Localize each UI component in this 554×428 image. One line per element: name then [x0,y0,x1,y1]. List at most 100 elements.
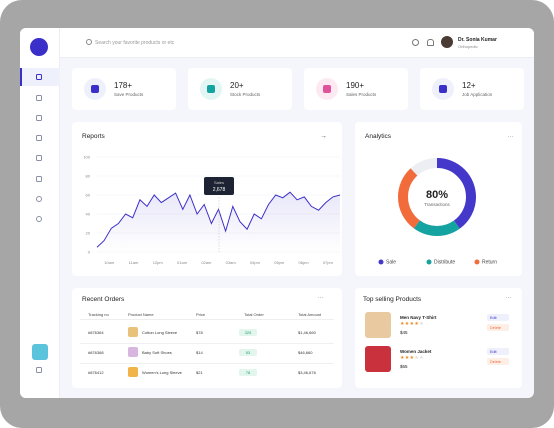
x-tick-label: 02am [201,260,212,265]
more-icon: … [317,293,324,300]
row-divider [80,363,334,364]
star: ★ [400,355,405,361]
star: ★ [404,321,410,327]
stat-label: Job Application [462,92,493,97]
stat-icon [439,85,447,93]
avatar[interactable] [32,344,48,360]
product-image [365,346,391,372]
bell-icon[interactable] [427,39,434,46]
star: ★ [419,321,424,327]
product-name: Cotton Long Sleeve [142,330,178,335]
star: ★ [409,355,415,361]
screen: Search your favorite products or etc Dr.… [20,28,534,398]
legend-label: Sale [386,260,396,266]
sidebar [20,28,60,398]
donut-segment [398,158,476,236]
order-pill: 325 [239,329,257,336]
order-pill: 53 [239,349,257,356]
line [96,191,341,248]
y-tick-label: 100 [83,155,90,160]
tooltip-label: Sales [214,180,224,185]
card-title: Reports [82,133,106,140]
rating: ★★★★★ [400,321,424,327]
column-header: Tracking no [88,312,109,317]
product-image [365,312,391,338]
card-title: Analytics [365,133,392,140]
x-tick-label: 01am [177,260,188,265]
user-role: Orthopedic [458,44,478,49]
stat-value: 178+ [114,81,133,90]
star: ★ [414,321,420,327]
stat-label: Sales Products [346,92,377,97]
cell: #876368 [88,350,104,355]
y-tick-label: 60 [86,193,91,198]
stat-icon [91,85,99,93]
product-name: Women's Long Sleeve [142,370,182,375]
delete-button[interactable]: Delete [487,358,509,365]
edit-button[interactable]: Edit [487,348,509,355]
star: ★ [404,355,410,361]
legend-dot [426,259,432,265]
tooltip [204,177,234,195]
stat-card: 20+ Stock Products [188,68,292,110]
column-header: Product Name [128,312,154,317]
user-avatar[interactable] [441,36,453,48]
nav-icon[interactable] [36,176,42,182]
product-name: Baby Soft Shoes [142,350,172,355]
x-tick-label: 06pm [299,260,310,265]
cell: $21 [196,370,203,375]
logo [30,38,48,56]
table-header-bg [80,308,334,320]
column-header: Price [196,312,206,317]
area [97,192,340,252]
nav-icon[interactable] [36,216,42,222]
product-name: Women Jacket [400,349,432,354]
center-label: Transactions [424,202,450,207]
x-tick-label: 10am [104,260,115,265]
more-icon: … [507,132,514,139]
top-bar: Search your favorite products or etc Dr.… [60,28,534,58]
legend-dot [378,259,384,265]
x-tick-label: 07pm [323,260,334,265]
edit-button[interactable]: Edit [487,314,509,321]
row-divider [80,343,334,344]
nav-icon[interactable] [36,196,42,202]
x-tick-label: 04pm [250,260,261,265]
help-icon[interactable] [412,39,419,46]
product-thumb [128,327,138,337]
reports-chart: Reports → 0 20 40 60 80 100 10am 11am 12pm 01am 02am… [82,133,341,265]
cell: #876364 [88,330,104,335]
nav-active[interactable] [20,68,60,86]
y-tick-label: 40 [86,212,91,217]
x-tick-label: 11am [129,260,139,265]
stat-label: Stock Products [230,92,261,97]
x-tick-label: 12pm [153,260,164,265]
cell: $78 [196,330,203,335]
y-tick-label: 20 [86,231,91,236]
cell: $14 [196,350,203,355]
donut-segment [398,158,476,236]
donut-segment [398,158,476,236]
more-icon: → [320,133,327,140]
nav-icon[interactable] [36,115,42,121]
logout-icon[interactable] [36,367,42,373]
nav-icon[interactable] [36,135,42,141]
y-tick-label: 80 [86,174,91,179]
stat-value: 20+ [230,81,244,90]
stat-card: 178+ Save Products [72,68,176,110]
nav-icon[interactable] [36,74,42,80]
product-thumb [128,367,138,377]
delete-button[interactable]: Delete [487,324,509,331]
nav-icon[interactable] [36,95,42,101]
cell: $3,46,676 [298,370,316,375]
nav-icon[interactable] [36,155,42,161]
stat-value: 190+ [346,81,365,90]
top-selling-card: Top selling Products… Men Navy T-Shirt ★★★… [355,288,522,388]
x-tick-label: 03am [226,260,237,265]
search-input[interactable]: Search your favorite products or etc [95,40,175,46]
stat-label: Save Products [114,92,144,97]
stat-value: 12+ [462,81,476,90]
order-pill: 78 [239,369,257,376]
analytics-chart: Analytics … Sale Distribute Return 80%Transac… [365,132,514,266]
